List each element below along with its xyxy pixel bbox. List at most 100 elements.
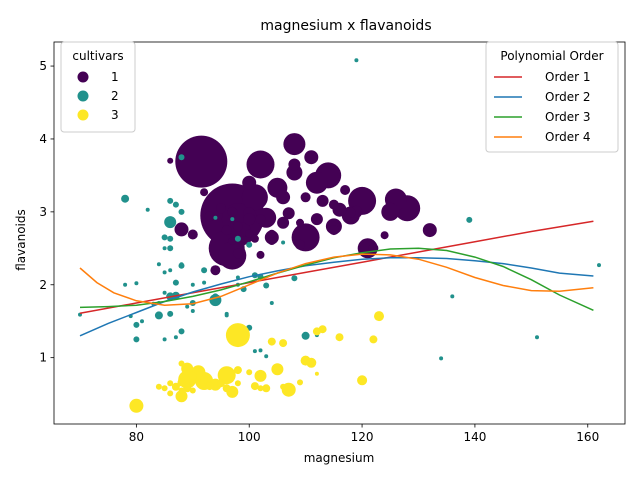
points-layer	[78, 58, 601, 413]
point-cultivar-2-63	[235, 275, 240, 280]
point-cultivar-2-3	[301, 331, 310, 340]
x-axis-label: magnesium	[304, 451, 375, 465]
point-cultivar-1-56	[228, 237, 237, 245]
point-cultivar-2-56	[258, 348, 263, 353]
x-tick-label-140: 140	[463, 430, 486, 444]
point-cultivar-2-66	[173, 335, 178, 340]
point-cultivar-1-31	[221, 225, 232, 236]
point-cultivar-3-23	[262, 384, 271, 393]
point-cultivar-1-42	[232, 248, 243, 259]
point-cultivar-1-12	[241, 184, 268, 211]
point-cultivar-1-29	[288, 158, 301, 171]
point-cultivar-2-25	[172, 279, 179, 286]
legend-polynomial-title: Polynomial Order	[500, 49, 603, 63]
point-cultivar-2-27	[190, 282, 195, 287]
point-cultivar-3-12	[175, 390, 188, 403]
legend-cultivars-title: cultivars	[72, 49, 123, 63]
point-cultivar-3-33	[171, 382, 180, 391]
legend-cultivar-marker-1	[77, 71, 89, 83]
y-tick-label-2: 2	[39, 278, 47, 292]
point-cultivar-2-8	[466, 216, 473, 223]
x-tick-label-100: 100	[238, 430, 261, 444]
point-cultivar-3-32	[177, 378, 186, 387]
point-cultivar-2-6	[154, 311, 163, 320]
point-cultivar-3-18	[369, 335, 378, 344]
point-cultivar-1-0	[175, 135, 228, 188]
point-cultivar-2-29	[201, 267, 208, 274]
legend-label-order-4: Order 4	[545, 130, 591, 144]
point-cultivar-3-48	[178, 387, 185, 394]
y-tick-label-4: 4	[39, 132, 47, 146]
legend-cultivar-marker-2	[77, 90, 89, 102]
point-cultivar-3-37	[178, 360, 185, 367]
x-tick-label-120: 120	[351, 430, 374, 444]
point-cultivar-2-62	[230, 217, 235, 222]
legend-cultivar-label-2: 2	[111, 89, 119, 103]
point-cultivar-1-23	[276, 190, 291, 205]
legend-polynomial-order: Polynomial Order Order 1 Order 2 Order 3 Ord…	[485, 41, 619, 153]
point-cultivar-3-40	[234, 380, 241, 387]
point-cultivar-1-59	[328, 225, 339, 236]
point-cultivar-1-35	[340, 185, 351, 195]
point-cultivar-1-43	[245, 229, 254, 238]
point-cultivar-1-21	[381, 202, 400, 221]
point-cultivar-2-55	[252, 349, 257, 354]
legend-label-order-1: Order 1	[545, 70, 591, 84]
point-cultivar-2-12	[535, 335, 539, 340]
legend-polynomial-box	[485, 41, 619, 153]
point-cultivar-1-28	[242, 175, 257, 190]
point-cultivar-1-6	[283, 133, 306, 156]
y-tick-label-5: 5	[39, 59, 47, 73]
point-cultivar-2-24	[167, 245, 174, 252]
point-cultivar-2-50	[190, 309, 195, 313]
point-cultivar-3-20	[267, 337, 276, 346]
point-cultivar-2-60	[185, 304, 190, 309]
point-cultivar-3-17	[335, 333, 344, 342]
legend-label-order-2: Order 2	[545, 90, 591, 104]
point-cultivar-2-39	[156, 262, 161, 267]
point-cultivar-2-34	[246, 241, 253, 248]
point-cultivar-2-7	[167, 310, 174, 317]
point-cultivar-1-40	[187, 229, 198, 240]
legend-cultivar-label-1: 1	[111, 70, 119, 84]
point-cultivar-1-48	[380, 231, 389, 240]
point-cultivar-2-18	[167, 235, 174, 242]
point-cultivar-1-5	[246, 150, 275, 179]
point-cultivar-3-43	[280, 383, 287, 390]
point-cultivar-3-26	[222, 384, 231, 393]
legend-cultivar-label-3: 3	[111, 108, 119, 122]
point-cultivar-2-48	[145, 207, 150, 212]
point-cultivar-3-28	[205, 382, 214, 391]
point-cultivar-2-51	[224, 313, 229, 318]
point-cultivar-2-40	[162, 270, 167, 275]
point-cultivar-1-46	[328, 199, 339, 210]
point-cultivar-1-41	[210, 265, 221, 276]
point-cultivar-3-19	[306, 357, 317, 368]
point-cultivar-1-54	[167, 157, 174, 164]
point-cultivar-2-1	[121, 194, 130, 203]
point-cultivar-2-44	[179, 262, 184, 267]
point-cultivar-2-9	[354, 58, 359, 63]
point-cultivar-2-46	[162, 290, 167, 295]
point-cultivar-3-45	[297, 379, 303, 386]
point-cultivar-1-38	[227, 206, 238, 217]
point-cultivar-3-34	[167, 390, 174, 397]
point-cultivar-3-41	[246, 369, 253, 376]
point-cultivar-3-35	[161, 385, 168, 392]
point-cultivar-3-22	[312, 327, 321, 336]
point-cultivar-3-13	[181, 362, 194, 375]
point-cultivar-1-60	[296, 218, 304, 227]
point-cultivar-3-30	[188, 371, 197, 380]
point-cultivar-3-27	[217, 379, 225, 388]
point-cultivar-3-46	[314, 371, 319, 376]
point-cultivar-3-7	[254, 369, 267, 382]
point-cultivar-2-23	[162, 246, 167, 251]
point-cultivar-2-38	[269, 301, 274, 305]
point-cultivar-2-13	[439, 356, 444, 361]
legend-cultivars: cultivars 1 2 3	[60, 41, 136, 133]
point-cultivar-1-44	[267, 229, 276, 238]
point-cultivar-2-16	[140, 319, 144, 324]
point-cultivar-1-58	[267, 237, 276, 245]
point-cultivar-3-25	[233, 366, 242, 375]
